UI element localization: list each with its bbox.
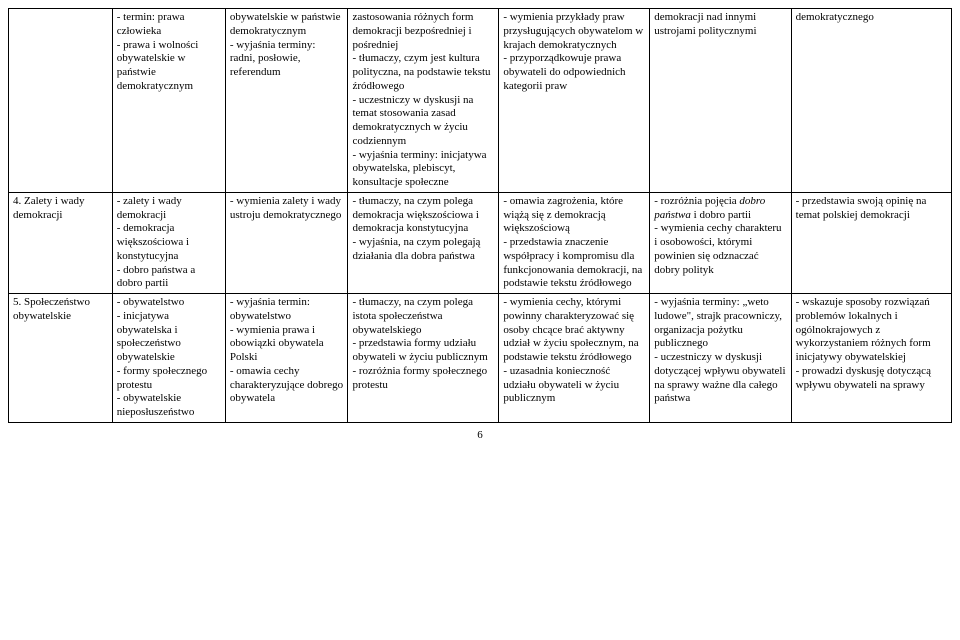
- cell-col2: obywatelskie w państwie demokratycznym- …: [225, 9, 348, 193]
- cell-col1: - termin: prawa człowieka- prawa i wolno…: [112, 9, 225, 193]
- table-row: 5. Społeczeństwo obywatelskie - obywatel…: [9, 294, 952, 423]
- cell-topic: 4. Zalety i wady demokracji: [9, 192, 113, 293]
- cell-col1: - zalety i wady demokracji- demokracja w…: [112, 192, 225, 293]
- cell-col2: - wyjaśnia termin: obywatelstwo- wymieni…: [225, 294, 348, 423]
- cell-col3: - tłumaczy, na czym polega istota społec…: [348, 294, 499, 423]
- page-number: 6: [8, 429, 952, 443]
- cell-topic: 5. Społeczeństwo obywatelskie: [9, 294, 113, 423]
- cell-col6: demokratycznego: [791, 9, 951, 193]
- cell-col4: - wymienia cechy, którymi powinny charak…: [499, 294, 650, 423]
- cell-topic: [9, 9, 113, 193]
- cell-col2: - wymienia zalety i wady ustroju demokra…: [225, 192, 348, 293]
- cell-col6: - przedstawia swoją opinię na temat pols…: [791, 192, 951, 293]
- cell-col6: - wskazuje sposoby rozwiązań problemów l…: [791, 294, 951, 423]
- curriculum-table: - termin: prawa człowieka- prawa i wolno…: [8, 8, 952, 423]
- cell-col3: zastosowania różnych form demokracji bez…: [348, 9, 499, 193]
- cell-col4: - omawia zagrożenia, które wiążą się z d…: [499, 192, 650, 293]
- cell-col5: - wyjaśnia terminy: „weto ludowe", straj…: [650, 294, 791, 423]
- cell-col4: - wymienia przykłady praw przysługującyc…: [499, 9, 650, 193]
- cell-col5: demokracji nad innymi ustrojami politycz…: [650, 9, 791, 193]
- table-row: - termin: prawa człowieka- prawa i wolno…: [9, 9, 952, 193]
- cell-col3: - tłumaczy, na czym polega demokracja wi…: [348, 192, 499, 293]
- cell-col1: - obywatelstwo- inicjatywa obywatelska i…: [112, 294, 225, 423]
- cell-col5: - rozróżnia pojęcia dobro państwa i dobr…: [650, 192, 791, 293]
- table-row: 4. Zalety i wady demokracji - zalety i w…: [9, 192, 952, 293]
